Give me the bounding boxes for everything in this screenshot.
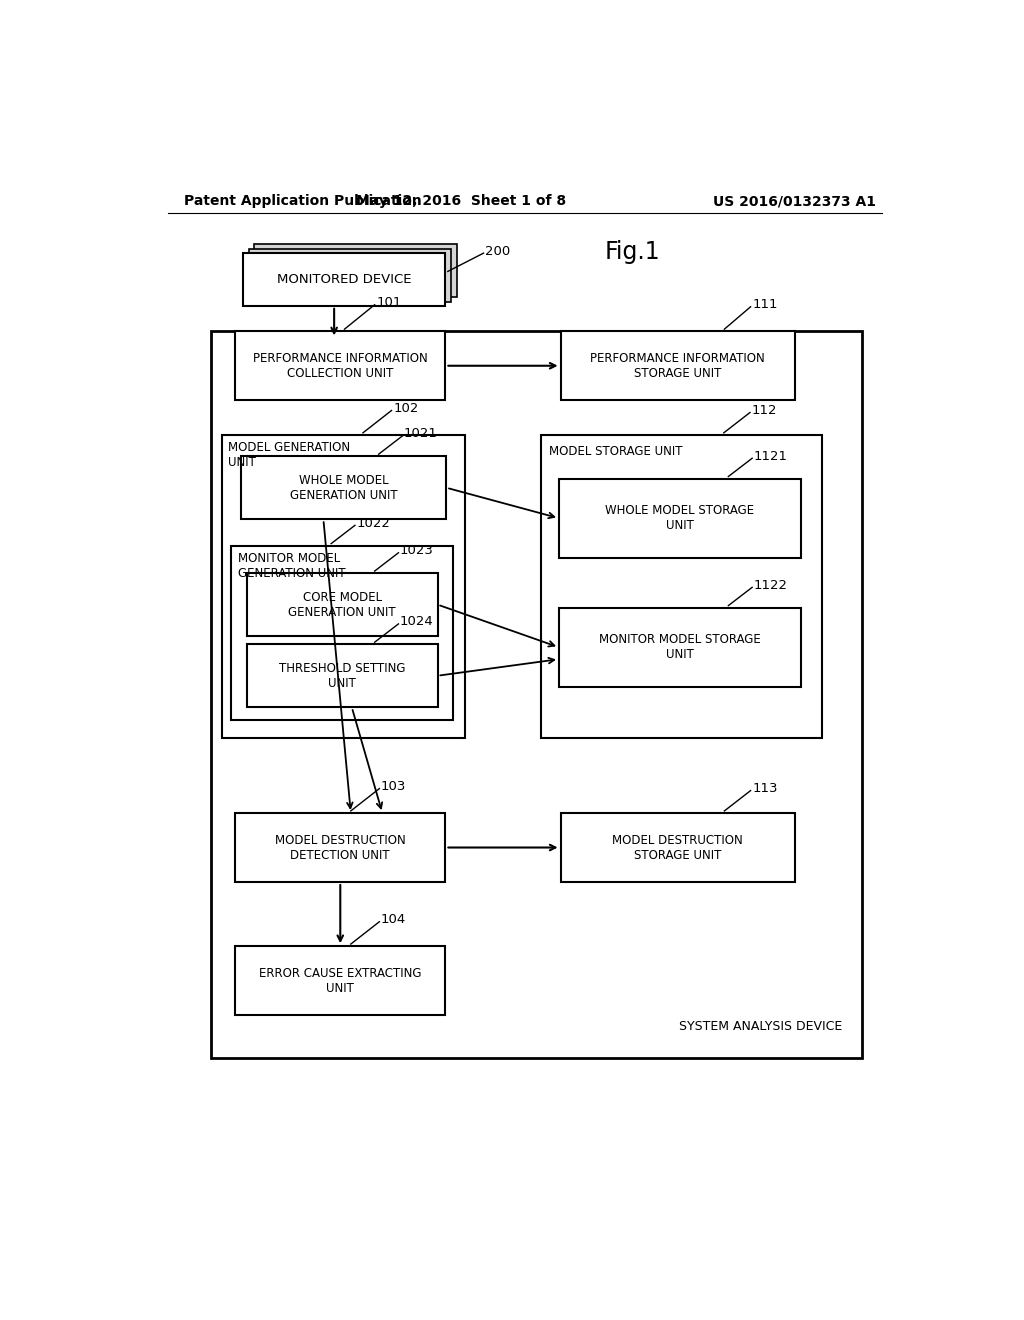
FancyBboxPatch shape [236, 331, 445, 400]
Text: MODEL DESTRUCTION
DETECTION UNIT: MODEL DESTRUCTION DETECTION UNIT [274, 833, 406, 862]
Text: 113: 113 [753, 781, 777, 795]
Text: ERROR CAUSE EXTRACTING
UNIT: ERROR CAUSE EXTRACTING UNIT [259, 966, 422, 995]
Text: CORE MODEL
GENERATION UNIT: CORE MODEL GENERATION UNIT [289, 590, 396, 619]
FancyBboxPatch shape [231, 545, 454, 721]
Text: Fig.1: Fig.1 [604, 240, 659, 264]
Text: MODEL DESTRUCTION
STORAGE UNIT: MODEL DESTRUCTION STORAGE UNIT [612, 833, 743, 862]
FancyBboxPatch shape [559, 479, 801, 558]
FancyBboxPatch shape [560, 813, 795, 882]
FancyBboxPatch shape [247, 644, 437, 708]
FancyBboxPatch shape [254, 244, 457, 297]
Text: 102: 102 [393, 401, 419, 414]
Text: 101: 101 [376, 296, 401, 309]
Text: PERFORMANCE INFORMATION
STORAGE UNIT: PERFORMANCE INFORMATION STORAGE UNIT [590, 351, 765, 380]
FancyBboxPatch shape [211, 331, 862, 1057]
Text: MONITORED DEVICE: MONITORED DEVICE [278, 273, 412, 286]
FancyBboxPatch shape [559, 607, 801, 686]
Text: MONITOR MODEL
GENERATION UNIT: MONITOR MODEL GENERATION UNIT [238, 552, 345, 579]
Text: WHOLE MODEL STORAGE
UNIT: WHOLE MODEL STORAGE UNIT [605, 504, 755, 532]
Text: THRESHOLD SETTING
UNIT: THRESHOLD SETTING UNIT [279, 661, 406, 690]
FancyBboxPatch shape [236, 946, 445, 1015]
FancyBboxPatch shape [541, 434, 822, 738]
Text: 200: 200 [485, 244, 510, 257]
Text: 1022: 1022 [356, 517, 390, 529]
FancyBboxPatch shape [242, 457, 446, 519]
Text: 103: 103 [381, 780, 407, 793]
Text: 1121: 1121 [754, 450, 787, 463]
Text: 1122: 1122 [754, 578, 787, 591]
Text: MODEL STORAGE UNIT: MODEL STORAGE UNIT [549, 445, 682, 458]
FancyBboxPatch shape [243, 253, 445, 306]
Text: MONITOR MODEL STORAGE
UNIT: MONITOR MODEL STORAGE UNIT [599, 634, 761, 661]
Text: 1021: 1021 [404, 428, 438, 441]
FancyBboxPatch shape [249, 248, 451, 301]
Text: PERFORMANCE INFORMATION
COLLECTION UNIT: PERFORMANCE INFORMATION COLLECTION UNIT [253, 351, 428, 380]
FancyBboxPatch shape [560, 331, 795, 400]
Text: 111: 111 [753, 298, 777, 312]
FancyBboxPatch shape [221, 434, 465, 738]
FancyBboxPatch shape [236, 813, 445, 882]
Text: 1024: 1024 [400, 615, 434, 628]
Text: SYSTEM ANALYSIS DEVICE: SYSTEM ANALYSIS DEVICE [679, 1019, 842, 1032]
Text: 1023: 1023 [400, 544, 434, 557]
FancyBboxPatch shape [247, 573, 437, 636]
Text: WHOLE MODEL
GENERATION UNIT: WHOLE MODEL GENERATION UNIT [290, 474, 397, 502]
Text: May 12, 2016  Sheet 1 of 8: May 12, 2016 Sheet 1 of 8 [356, 194, 566, 209]
Text: US 2016/0132373 A1: US 2016/0132373 A1 [713, 194, 877, 209]
Text: 112: 112 [752, 404, 777, 417]
Text: 104: 104 [381, 913, 407, 927]
Text: MODEL GENERATION
UNIT: MODEL GENERATION UNIT [228, 441, 350, 469]
Text: Patent Application Publication: Patent Application Publication [183, 194, 421, 209]
